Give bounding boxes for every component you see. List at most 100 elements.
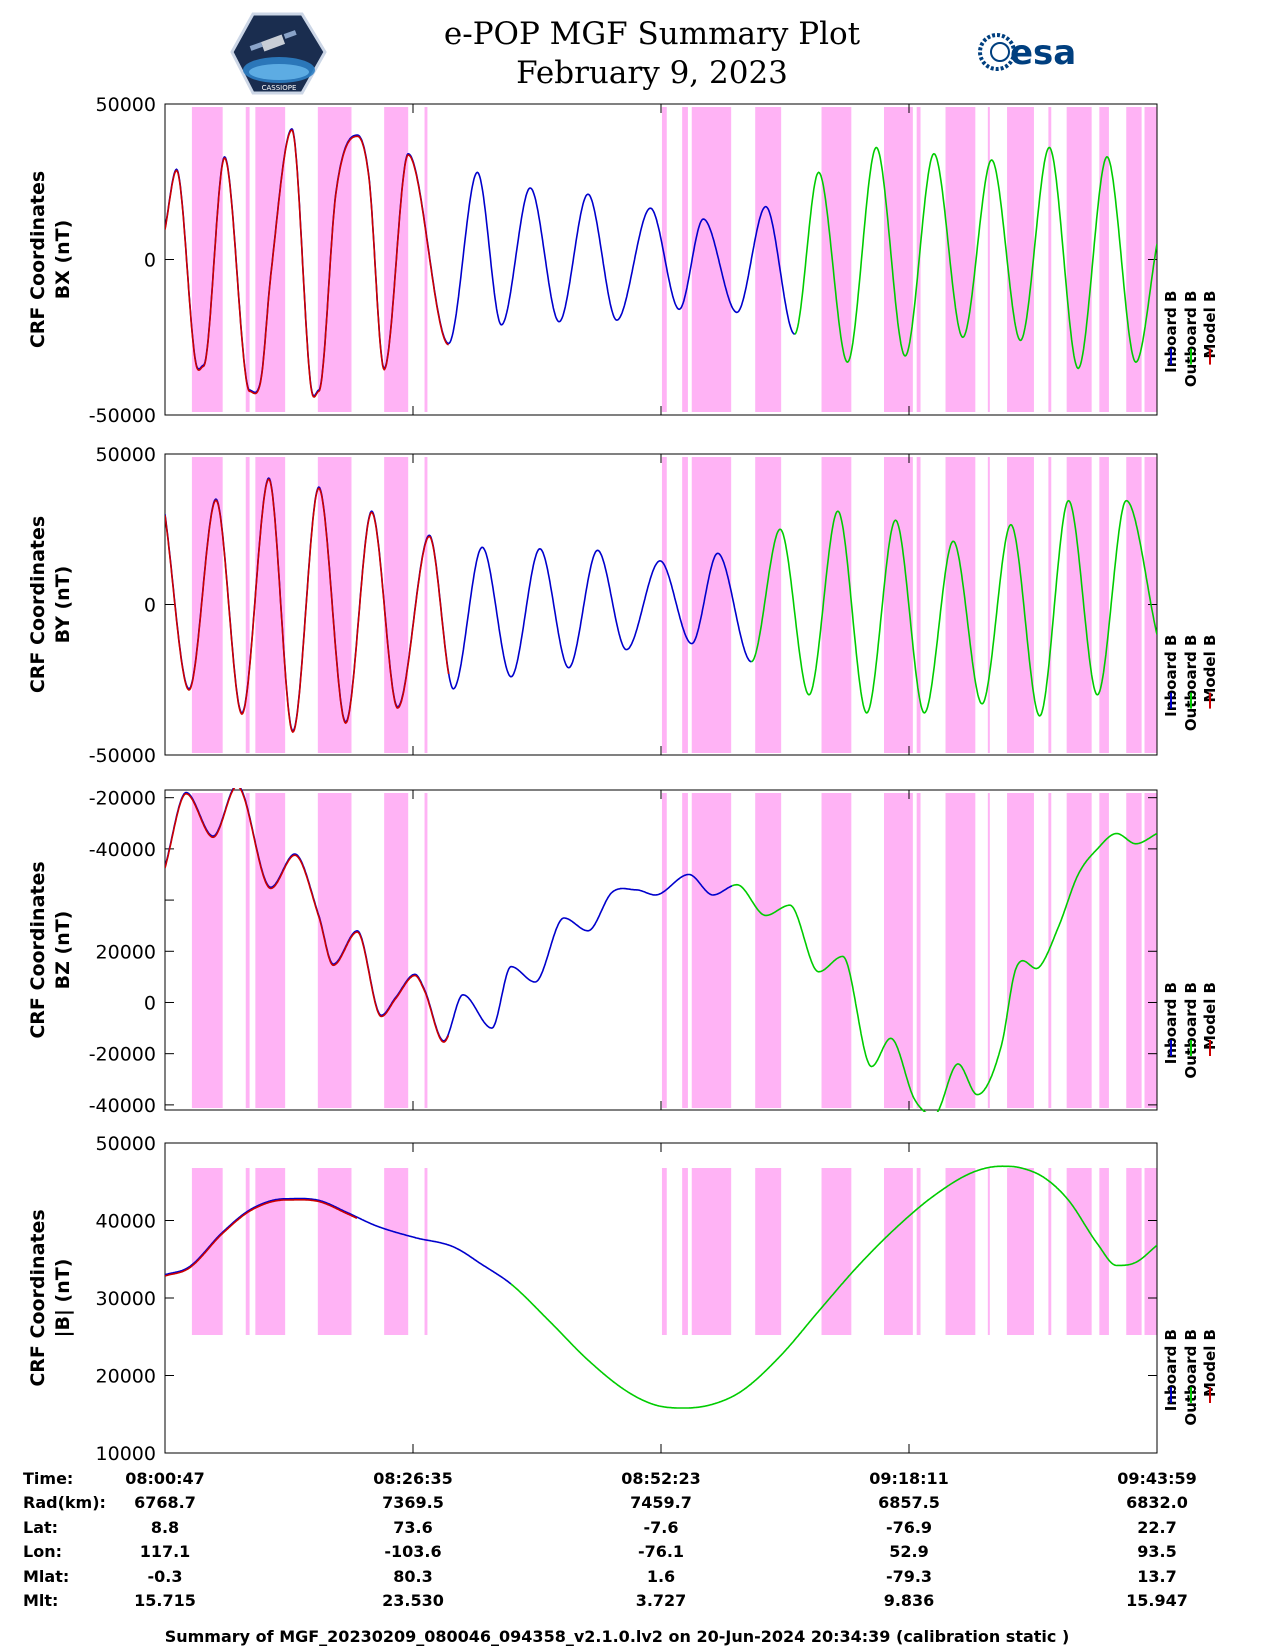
shaded-interval	[661, 793, 667, 1108]
shaded-interval	[191, 1168, 223, 1335]
shaded-interval	[191, 793, 223, 1108]
table-cell: 3.727	[636, 1591, 687, 1610]
shaded-interval	[424, 793, 428, 1108]
shaded-interval	[1126, 793, 1142, 1108]
bz-outboard-series	[731, 832, 1157, 1112]
shaded-interval	[1099, 1168, 1109, 1335]
shaded-interval	[821, 457, 852, 753]
y-tick-label: 50000	[96, 1133, 156, 1155]
shaded-interval	[424, 1168, 428, 1335]
bz-model-series	[165, 788, 450, 1043]
shaded-interval	[424, 107, 428, 412]
table-cell: -103.6	[384, 1542, 441, 1561]
table-cell: -79.3	[886, 1567, 932, 1586]
panel-bmag: 50000 40000 30000 20000 10000 CRF Coordinates…	[27, 1133, 1219, 1465]
table-cell: 08:26:35	[373, 1469, 453, 1488]
bmag-model-series	[165, 1199, 358, 1277]
y-tick-label: -50000	[89, 745, 156, 767]
table-cell: 6768.7	[134, 1493, 196, 1512]
table-cell: 8.8	[151, 1518, 179, 1537]
plot-date: February 9, 2023	[516, 55, 788, 91]
table-cell: 15.715	[134, 1591, 196, 1610]
shaded-interval	[987, 1168, 990, 1335]
table-row-label: Lat:	[23, 1518, 58, 1537]
shaded-interval	[1007, 107, 1034, 412]
shaded-interval	[384, 1168, 409, 1335]
y-tick-label: 50000	[96, 444, 156, 466]
shaded-interval	[691, 793, 732, 1108]
esa-logo: esa	[978, 33, 1076, 73]
y-tick-label: 30000	[96, 1288, 156, 1310]
shaded-interval	[1066, 1168, 1092, 1335]
shaded-interval	[1007, 793, 1034, 1108]
shaded-interval	[884, 107, 913, 412]
by-shaded-intervals	[191, 457, 1157, 753]
cassiope-mission-logo: CASSIOPE	[230, 12, 327, 95]
legend-entry: Outboard B	[1182, 1329, 1200, 1426]
shaded-interval	[1048, 1168, 1052, 1335]
bmag-shaded-intervals	[191, 1168, 1157, 1335]
shaded-interval	[245, 107, 250, 412]
shaded-interval	[1126, 107, 1142, 412]
bmag-ylabel-line2: |B| (nT)	[52, 1259, 74, 1338]
table-cell: 117.1	[140, 1542, 191, 1561]
shaded-interval	[1099, 457, 1109, 753]
esa-logo-text: esa	[1010, 33, 1076, 73]
shaded-interval	[987, 107, 990, 412]
legend-entry: Outboard B	[1182, 982, 1200, 1079]
table-cell: 6857.5	[878, 1493, 940, 1512]
table-row-label: Time:	[23, 1469, 73, 1488]
bx-shaded-intervals	[191, 107, 1157, 412]
bx-outboard-series	[794, 146, 1157, 370]
table-cell: 7369.5	[382, 1493, 444, 1512]
y-tick-label: 0	[144, 992, 156, 1014]
shaded-interval	[1126, 1168, 1142, 1335]
y-tick-label: 40000	[96, 1211, 156, 1233]
shaded-interval	[755, 457, 782, 753]
bx-legend: Inboard B Outboard B Model B	[1162, 291, 1219, 388]
shaded-interval	[191, 107, 223, 412]
panel-bx: 50000 0 -50000 CRF Coordinates BX (nT) Inboar…	[27, 94, 1219, 427]
shaded-interval	[884, 793, 913, 1108]
bmag-inboard-series	[165, 1197, 512, 1285]
shaded-interval	[1007, 457, 1034, 753]
table-cell: 13.7	[1137, 1567, 1176, 1586]
shaded-interval	[661, 1168, 667, 1335]
legend-entry: Outboard B	[1182, 291, 1200, 388]
table-cell: 80.3	[393, 1567, 432, 1586]
shaded-interval	[987, 793, 990, 1108]
shaded-interval	[255, 1168, 286, 1335]
shaded-interval	[1048, 107, 1052, 412]
panel-bz: -20000 -40000 20000 0 -20000 -40000 CRF Coordi…	[27, 788, 1219, 1117]
y-tick-label: 0	[144, 250, 156, 272]
legend-entry: Outboard B	[1182, 635, 1200, 732]
y-tick-label: 0	[144, 595, 156, 617]
shaded-interval	[821, 107, 852, 412]
y-tick-label: -20000	[89, 788, 156, 810]
legend-entry: Model B	[1201, 291, 1219, 359]
legend-entry: Inboard B	[1162, 291, 1180, 373]
y-tick-label: 10000	[96, 1443, 156, 1465]
table-row-label: Mlat:	[23, 1567, 69, 1586]
table-row-label: Mlt:	[23, 1591, 58, 1610]
shaded-interval	[916, 1168, 921, 1335]
shaded-interval	[1007, 1168, 1034, 1335]
y-tick-label: -50000	[89, 405, 156, 427]
shaded-interval	[691, 107, 732, 412]
table-row-label: Lon:	[23, 1542, 62, 1561]
y-tick-label: 20000	[96, 1366, 156, 1388]
table-cell: 6832.0	[1126, 1493, 1188, 1512]
by-model-series	[165, 478, 450, 733]
y-tick-label: 50000	[96, 94, 156, 116]
by-ylabel-line2: BY (nT)	[52, 566, 74, 644]
y-tick-label: -20000	[89, 1044, 156, 1066]
shaded-interval	[384, 793, 409, 1108]
legend-entry: Model B	[1201, 1329, 1219, 1397]
bx-ylabel-line2: BX (nT)	[52, 220, 74, 300]
shaded-interval	[691, 1168, 732, 1335]
shaded-interval	[755, 793, 782, 1108]
table-cell: 7459.7	[630, 1493, 692, 1512]
shaded-interval	[1048, 457, 1052, 753]
table-cell: -0.3	[148, 1567, 183, 1586]
shaded-interval	[1099, 107, 1109, 412]
